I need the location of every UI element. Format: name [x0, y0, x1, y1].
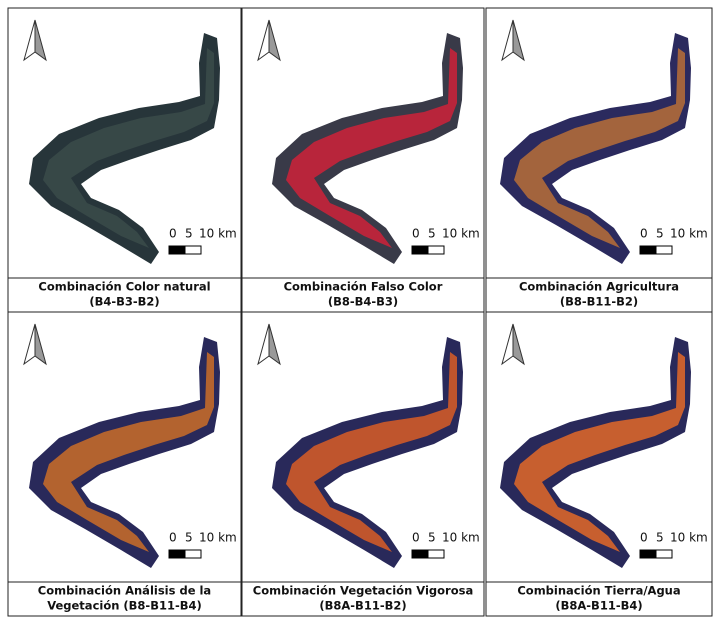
- caption-line: (B4-B3-B2): [89, 295, 159, 309]
- scale-bar-white: [428, 246, 444, 254]
- scale-bar-white: [185, 246, 201, 254]
- scale-label: 0: [640, 227, 648, 241]
- caption-line: Combinación Tierra/Agua: [517, 584, 680, 598]
- scale-bar-black: [412, 246, 428, 254]
- scale-label: 5: [656, 531, 664, 545]
- caption-line: Combinación Análisis de la: [38, 584, 211, 598]
- scale-bar-white: [428, 550, 444, 558]
- page: 0510 kmCombinación Color natural(B4-B3-B…: [0, 0, 718, 617]
- scale-label: 10 km: [670, 227, 708, 241]
- caption-line: (B8-B11-B2): [560, 295, 638, 309]
- scale-label: 0: [412, 227, 420, 241]
- scale-bar-black: [412, 550, 428, 558]
- caption-line: (B8A-B11-B4): [555, 599, 642, 613]
- scale-label: 5: [428, 531, 436, 545]
- scale-label: 0: [169, 531, 177, 545]
- scale-label: 0: [169, 227, 177, 241]
- scale-label: 5: [428, 227, 436, 241]
- scale-label: 10 km: [199, 227, 237, 241]
- scale-label: 0: [412, 531, 420, 545]
- scale-label: 10 km: [442, 531, 480, 545]
- caption-line: Combinación Vegetación Vigorosa: [253, 584, 473, 598]
- caption-line: (B8A-B11-B2): [319, 599, 406, 613]
- scale-label: 0: [640, 531, 648, 545]
- scale-bar-black: [640, 550, 656, 558]
- scale-label: 10 km: [442, 227, 480, 241]
- scale-bar-black: [640, 246, 656, 254]
- scale-bar-black: [169, 246, 185, 254]
- scale-bar-black: [169, 550, 185, 558]
- figure: 0510 kmCombinación Color natural(B4-B3-B…: [0, 0, 718, 617]
- scale-label: 5: [185, 531, 193, 545]
- scale-bar-white: [656, 550, 672, 558]
- caption-line: Vegetación (B8-B11-B4): [47, 599, 202, 613]
- scale-label: 10 km: [670, 531, 708, 545]
- scale-label: 5: [185, 227, 193, 241]
- scale-bar-white: [185, 550, 201, 558]
- caption-line: (B8-B4-B3): [328, 295, 398, 309]
- caption-line: Combinación Agricultura: [519, 280, 679, 294]
- scale-label: 5: [656, 227, 664, 241]
- scale-label: 10 km: [199, 531, 237, 545]
- scale-bar-white: [656, 246, 672, 254]
- caption-line: Combinación Color natural: [38, 280, 210, 294]
- caption-line: Combinación Falso Color: [284, 280, 443, 294]
